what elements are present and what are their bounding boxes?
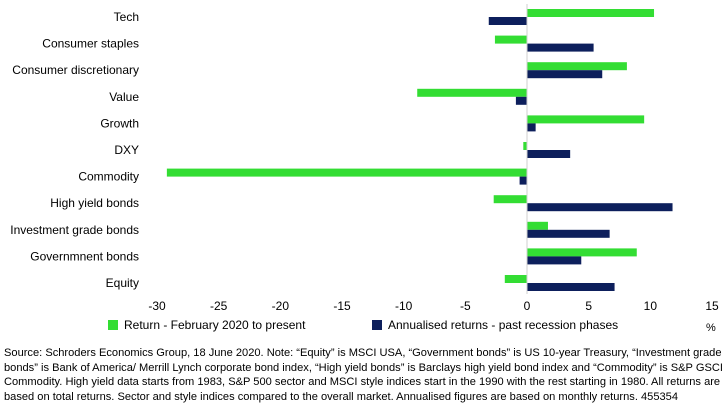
x-tick-label: -30 (148, 299, 166, 313)
x-tick-label: -20 (272, 299, 290, 313)
bar-annualised-recession (527, 43, 594, 52)
category-label: High yield bonds (50, 196, 139, 210)
bar-return-feb2020 (504, 275, 527, 283)
bar-return-feb2020 (494, 35, 527, 44)
bar-return-feb2020 (523, 142, 527, 150)
bar-annualised-recession (527, 229, 610, 238)
bar-return-feb2020 (527, 248, 637, 257)
bar-return-feb2020 (493, 195, 527, 204)
x-tick-label: 5 (585, 299, 592, 313)
bar-annualised-recession (527, 123, 536, 132)
x-tick-label: -10 (395, 299, 413, 313)
x-tick-label: 10 (644, 299, 658, 313)
category-label: Growth (100, 116, 139, 130)
bar-return-feb2020 (527, 62, 627, 71)
category-label: Governmnent bonds (30, 249, 139, 263)
category-label: DXY (114, 143, 139, 157)
bar-annualised-recession (527, 203, 673, 212)
x-tick-label: -5 (460, 299, 471, 313)
legend-swatch-series-2 (372, 320, 382, 330)
legend-label-series-1: Return - February 2020 to present (124, 318, 306, 332)
bar-annualised-recession (527, 70, 603, 79)
bar-return-feb2020 (527, 221, 548, 230)
bar-annualised-recession (488, 17, 527, 25)
bar-annualised-recession (527, 150, 571, 158)
x-tick-label: 0 (524, 299, 531, 313)
bar-annualised-recession (515, 96, 527, 105)
axis-unit-label: % (706, 322, 716, 334)
x-tick-label: 15 (705, 299, 719, 313)
bar-return-feb2020 (417, 88, 527, 97)
bar-return-feb2020 (527, 115, 645, 124)
source-note: Source: Schroders Economics Group, 18 Ju… (4, 347, 723, 403)
category-label: Value (109, 90, 139, 104)
category-label: Tech (114, 10, 139, 24)
legend-item-series-1: Return - February 2020 to present (108, 318, 305, 332)
legend-swatch-series-1 (108, 320, 118, 330)
category-label: Commodity (78, 170, 139, 184)
category-label: Consumer staples (42, 37, 139, 51)
bar-annualised-recession (519, 176, 527, 185)
bar-annualised-recession (527, 283, 615, 291)
x-tick-label: -25 (210, 299, 228, 313)
category-label: Equity (106, 276, 139, 290)
bar-return-feb2020 (527, 9, 655, 17)
bar-return-feb2020 (166, 168, 527, 177)
legend-label-series-2: Annualised returns - past recession phas… (388, 318, 619, 332)
legend-item-series-2: Annualised returns - past recession phas… (372, 318, 618, 332)
x-tick-label: -15 (333, 299, 351, 313)
bar-chart: Tech Consumer staples Consumer discretiona… (10, 4, 719, 313)
category-label: Consumer discretionary (12, 63, 139, 77)
bar-annualised-recession (527, 256, 582, 265)
category-label: Investment grade bonds (10, 223, 139, 237)
